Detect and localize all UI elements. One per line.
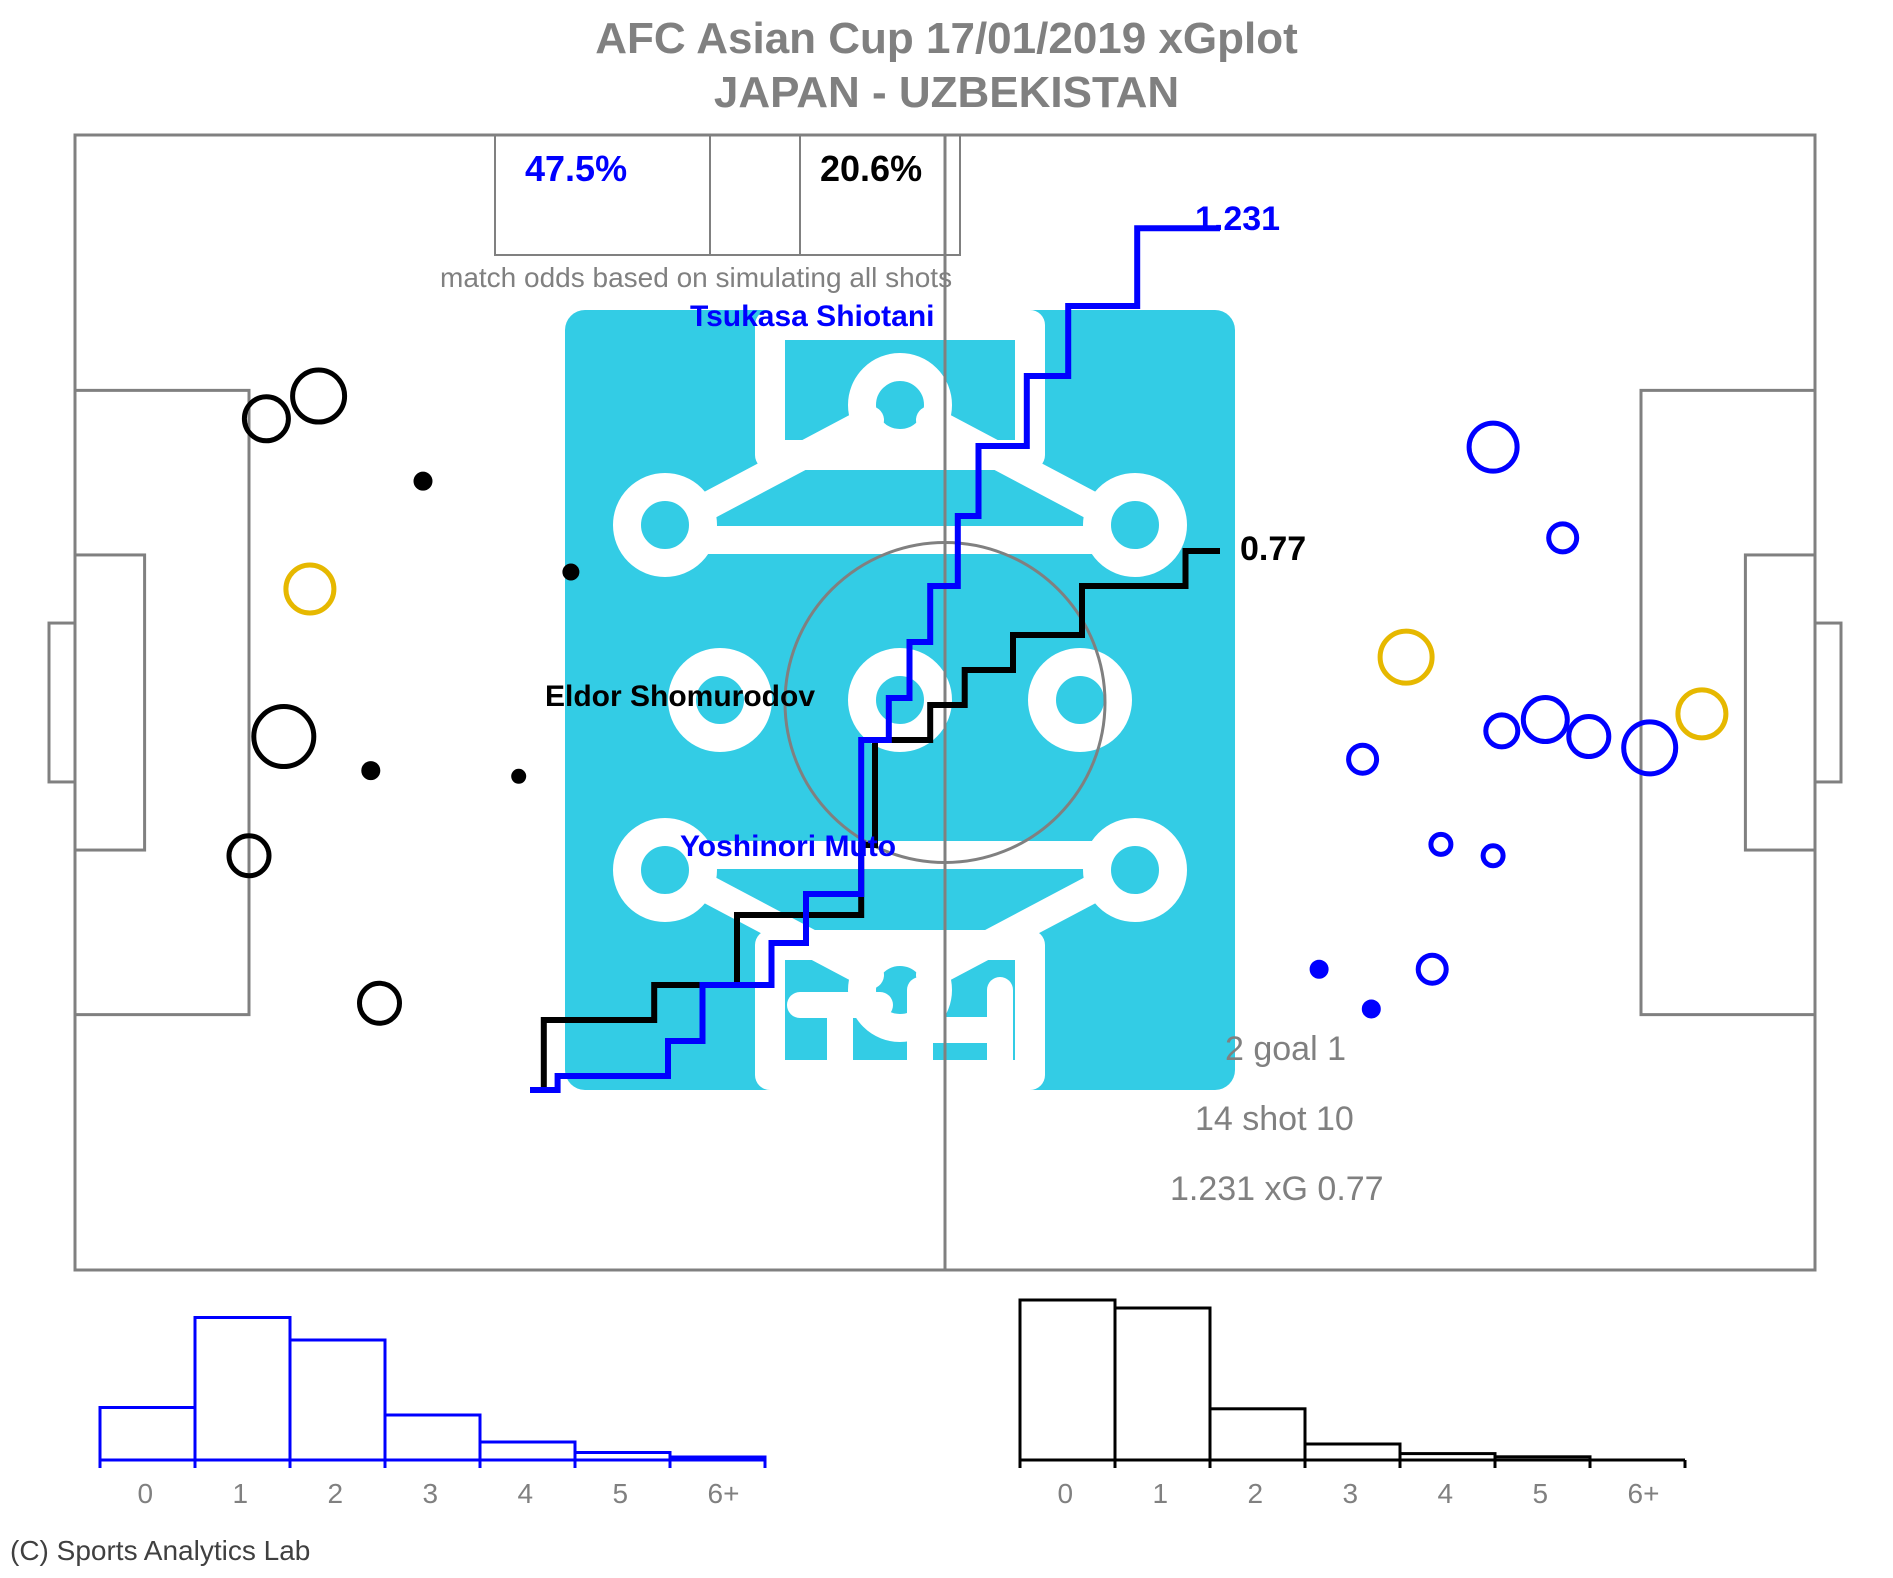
shot-marker: [1349, 745, 1377, 773]
hist-tick-label: 2: [328, 1478, 344, 1510]
hist-tick-label: 1: [233, 1478, 249, 1510]
xg-end-label-home: 1.231: [1195, 200, 1280, 239]
shot-marker: [1523, 698, 1567, 742]
shot-marker: [1483, 846, 1503, 866]
shot-marker: [293, 370, 345, 422]
shot-marker: [1312, 962, 1326, 976]
shot-marker: [1469, 423, 1517, 471]
hist-tick-label: 4: [518, 1478, 534, 1510]
shot-marker: [1624, 722, 1676, 774]
scorer-away-1: Eldor Shomurodov: [545, 680, 815, 714]
hist-bar: [1115, 1308, 1210, 1460]
shot-marker: [416, 474, 430, 488]
shots-away: [229, 370, 577, 1023]
hist-bar: [385, 1415, 480, 1460]
plot-svg: [0, 0, 1893, 1578]
hist-tick-label: 3: [423, 1478, 439, 1510]
shot-marker: [1380, 631, 1432, 683]
hist-tick-label: 5: [613, 1478, 629, 1510]
hist-bar: [1400, 1454, 1495, 1460]
away-win-pct: 20.6%: [820, 148, 922, 190]
hist-bar: [1495, 1457, 1590, 1460]
xgplot-canvas: AFC Asian Cup 17/01/2019 xGplot JAPAN - …: [0, 0, 1893, 1578]
shot-marker: [1678, 690, 1726, 738]
hist-bar: [1210, 1409, 1305, 1460]
hist-bar: [480, 1442, 575, 1460]
odds-caption: match odds based on simulating all shots: [440, 262, 952, 294]
shot-marker: [1569, 717, 1609, 757]
shot-marker: [364, 764, 378, 778]
shot-marker: [565, 566, 577, 578]
hist-tick-label: 5: [1533, 1478, 1549, 1510]
hist-bar: [1305, 1444, 1400, 1460]
shot-marker: [514, 771, 524, 781]
home-win-pct: 47.5%: [525, 148, 627, 190]
copyright-label: (C) Sports Analytics Lab: [10, 1535, 310, 1567]
shot-marker: [1549, 524, 1577, 552]
hist-tick-label: 0: [138, 1478, 154, 1510]
hist-bar: [575, 1453, 670, 1461]
hist-tick-label: 2: [1248, 1478, 1264, 1510]
hist-bar: [100, 1408, 195, 1461]
summary-xg: 1.231 xG 0.77: [1170, 1170, 1384, 1209]
xg-end-label-away: 0.77: [1240, 530, 1306, 569]
shots-home: [1312, 423, 1726, 1016]
shot-marker: [1418, 955, 1446, 983]
shot-marker: [286, 565, 334, 613]
hist-bar: [290, 1340, 385, 1460]
hist-tick-label: 1: [1153, 1478, 1169, 1510]
histogram-home: [100, 1318, 765, 1469]
scorer-home-1: Tsukasa Shiotani: [690, 300, 935, 334]
hist-bar: [1020, 1300, 1115, 1460]
hist-tick-label: 3: [1343, 1478, 1359, 1510]
summary-goals: 2 goal 1: [1225, 1030, 1346, 1069]
hist-tick-label: 6+: [708, 1478, 740, 1510]
scorer-home-2: Yoshinori Muto: [680, 830, 896, 864]
shot-marker: [254, 707, 314, 767]
shot-marker: [1431, 834, 1451, 854]
shot-marker: [1486, 715, 1518, 747]
summary-shots: 14 shot 10: [1195, 1100, 1354, 1139]
histogram-away: [1020, 1300, 1685, 1468]
hist-bar: [670, 1457, 765, 1460]
hist-bar: [195, 1318, 290, 1461]
shot-marker: [1364, 1002, 1378, 1016]
hist-tick-label: 6+: [1628, 1478, 1660, 1510]
hist-tick-label: 0: [1058, 1478, 1074, 1510]
shot-marker: [360, 983, 400, 1023]
shot-marker: [244, 397, 288, 441]
hist-tick-label: 4: [1438, 1478, 1454, 1510]
